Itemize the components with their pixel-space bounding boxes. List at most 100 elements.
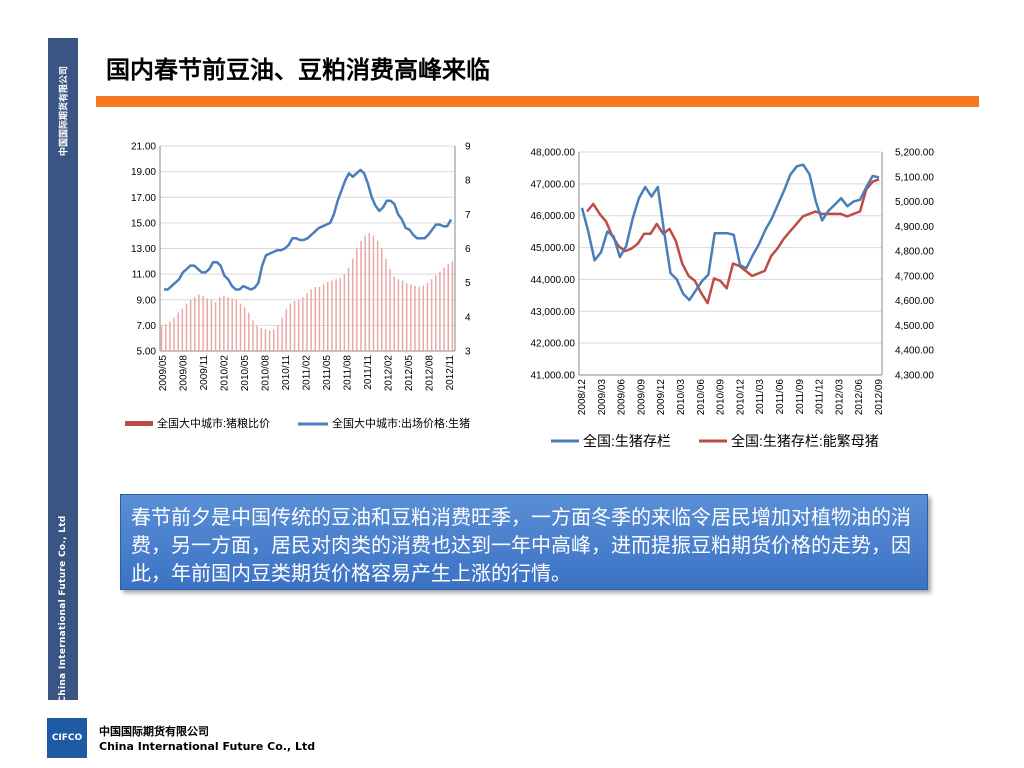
x-tick-label: 2010/12 <box>735 379 746 416</box>
y-left-tick-label: 5.00 <box>137 347 157 358</box>
y-left-tick-label: 48,000.00 <box>531 148 576 159</box>
x-tick-label: 2010/11 <box>281 355 292 391</box>
bar-pig-grain-ratio <box>289 303 292 351</box>
bar-pig-grain-ratio <box>360 240 362 351</box>
x-tick-label: 2011/11 <box>363 355 374 390</box>
x-tick-label: 2009/11 <box>199 355 210 391</box>
y-left-tick-label: 7.00 <box>137 321 157 332</box>
y-right-tick-label: 3 <box>465 347 471 358</box>
x-tick-label: 2010/09 <box>716 379 727 416</box>
y-right-tick-label: 4 <box>465 312 471 323</box>
y-right-tick-label: 7 <box>465 210 471 221</box>
x-tick-label: 2011/09 <box>795 379 806 415</box>
bar-pig-grain-ratio <box>160 325 163 351</box>
x-tick-label: 2009/03 <box>597 379 608 416</box>
y-left-tick-label: 15.00 <box>131 218 156 229</box>
bar-pig-grain-ratio <box>327 281 329 351</box>
bar-pig-grain-ratio <box>281 317 283 351</box>
bar-pig-grain-ratio <box>256 325 258 351</box>
y-left-tick-label: 43,000.00 <box>531 307 576 318</box>
x-tick-label: 2010/03 <box>676 379 687 416</box>
bar-pig-grain-ratio <box>351 258 354 351</box>
x-tick-label: 2009/05 <box>158 355 169 392</box>
bar-pig-grain-ratio <box>356 248 358 351</box>
bar-pig-grain-ratio <box>435 275 437 351</box>
y-right-tick-label: 6 <box>465 244 471 255</box>
bar-pig-grain-ratio <box>302 297 304 351</box>
bar-pig-grain-ratio <box>293 301 296 351</box>
y-left-tick-label: 13.00 <box>131 244 156 255</box>
bar-pig-grain-ratio <box>447 263 449 351</box>
y-right-tick-label: 5,200.00 <box>895 148 934 159</box>
y-left-tick-label: 11.00 <box>132 270 157 281</box>
bar-pig-grain-ratio <box>173 317 175 351</box>
y-left-tick-label: 46,000.00 <box>531 211 576 222</box>
y-right-tick-label: 5 <box>465 278 471 289</box>
bar-pig-grain-ratio <box>164 324 167 351</box>
bar-pig-grain-ratio <box>252 320 254 351</box>
legend-label-breeding-sows: 全国:生猪存栏:能繁母猪 <box>731 433 879 449</box>
y-left-tick-label: 41,000.00 <box>531 371 576 382</box>
bar-pig-grain-ratio <box>181 308 184 351</box>
line-hog-price <box>164 168 453 291</box>
bar-pig-grain-ratio <box>177 312 179 351</box>
bar-pig-grain-ratio <box>243 307 246 351</box>
bar-pig-grain-ratio <box>451 261 454 351</box>
bar-pig-grain-ratio <box>368 233 371 351</box>
bar-pig-grain-ratio <box>422 285 425 351</box>
x-tick-label: 2010/02 <box>220 355 231 392</box>
bar-pig-grain-ratio <box>335 279 337 351</box>
y-right-tick-label: 8 <box>465 176 471 187</box>
x-tick-label: 2009/08 <box>179 355 190 392</box>
legend-swatch-bar <box>125 421 153 426</box>
line-breeding-sows <box>586 178 880 305</box>
line-hog-inventory <box>580 163 880 302</box>
bar-pig-grain-ratio <box>314 286 317 351</box>
bar-pig-grain-ratio <box>235 299 238 351</box>
commentary-textbox: 春节前夕是中国传统的豆油和豆粕消费旺季，一方面冬季的来临令居民增加对植物油的消费… <box>120 494 928 590</box>
y-left-tick-label: 9.00 <box>137 295 157 306</box>
y-right-tick-label: 5,100.00 <box>895 172 934 183</box>
y-right-tick-label: 4,700.00 <box>895 271 934 282</box>
x-tick-label: 2012/06 <box>854 379 865 416</box>
y-left-tick-label: 21.00 <box>131 142 156 153</box>
bar-pig-grain-ratio <box>306 293 308 351</box>
bar-pig-grain-ratio <box>277 325 279 351</box>
y-left-tick-label: 47,000.00 <box>531 179 576 190</box>
cifco-logo: CIFCO <box>47 718 87 758</box>
footer-company-cn: 中国国际期货有限公司 <box>99 725 209 738</box>
x-tick-label: 2012/03 <box>834 379 845 416</box>
x-tick-label: 2012/08 <box>425 355 436 392</box>
bar-pig-grain-ratio <box>343 274 346 351</box>
hog-inventory-chart: 48,000.00 47,000.00 46,000.00 45,000.00 44,0… <box>531 148 935 450</box>
x-tick-label: 2009/12 <box>656 379 667 416</box>
y-right-tick-label: 5,000.00 <box>895 197 934 208</box>
bar-pig-grain-ratio <box>273 329 275 351</box>
bar-pig-grain-ratio <box>381 248 383 351</box>
x-tick-label: 2012/02 <box>384 355 395 392</box>
bar-pig-grain-ratio <box>214 302 217 351</box>
y-left-tick-label: 42,000.00 <box>531 339 576 350</box>
bar-pig-grain-ratio <box>426 283 429 351</box>
bar-pig-grain-ratio <box>439 271 441 351</box>
bar-pig-grain-ratio <box>223 295 225 351</box>
bar-pig-grain-ratio <box>185 303 188 351</box>
bar-pig-grain-ratio <box>318 286 321 351</box>
legend-label-line: 全国大中城市:出场价格:生猪 <box>332 416 470 430</box>
bar-pig-grain-ratio <box>322 284 325 351</box>
x-tick-label: 2011/03 <box>755 379 766 415</box>
y-right-tick-label: 9 <box>465 142 471 153</box>
page-title: 国内春节前豆油、豆粕消费高峰来临 <box>106 56 490 84</box>
x-tick-label: 2008/12 <box>577 379 588 416</box>
bar-pig-grain-ratio <box>339 277 341 351</box>
y-left-tick-label: 17.00 <box>131 193 156 204</box>
bar-pig-grain-ratio <box>239 303 242 351</box>
legend-label-hog-inventory: 全国:生猪存栏 <box>583 433 671 449</box>
y-right-tick-label: 4,400.00 <box>895 346 934 357</box>
bar-pig-grain-ratio <box>385 258 387 351</box>
bar-pig-grain-ratio <box>219 297 221 351</box>
x-tick-label: 2010/05 <box>240 355 251 392</box>
x-tick-label: 2011/12 <box>815 379 826 415</box>
bar-pig-grain-ratio <box>405 283 408 351</box>
y-left-tick-label: 44,000.00 <box>531 275 576 286</box>
